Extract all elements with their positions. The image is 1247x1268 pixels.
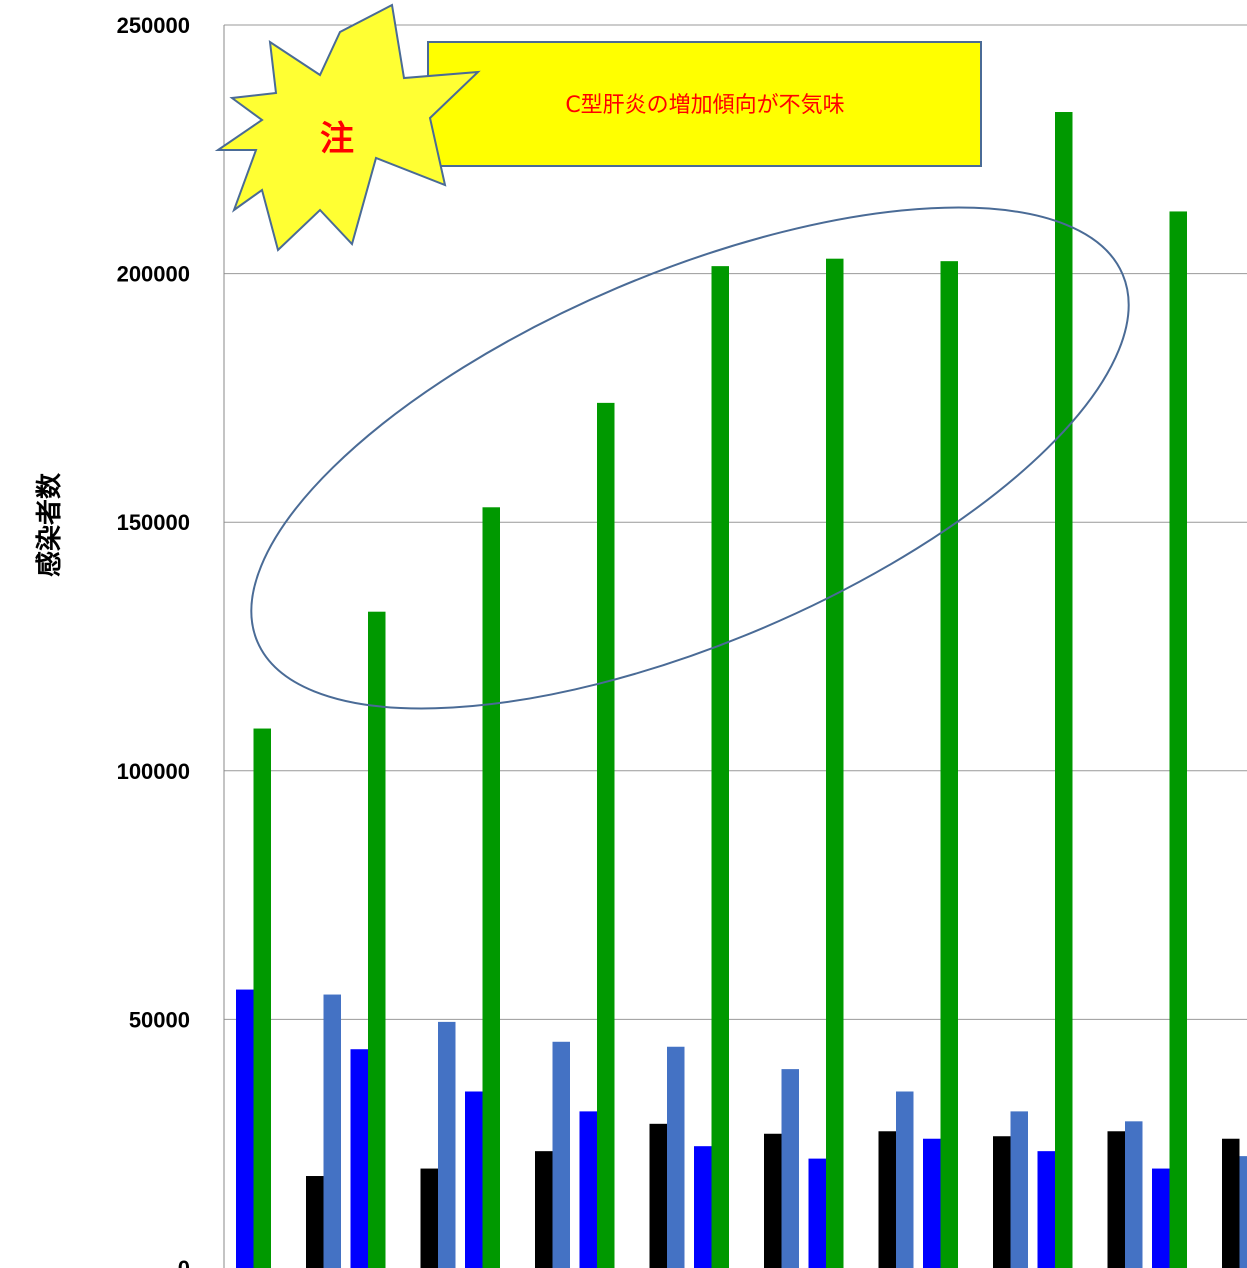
bar <box>597 402 615 1268</box>
y-axis-label: 感染者数 <box>35 472 65 577</box>
bar <box>1125 1121 1143 1268</box>
bar <box>1010 1111 1028 1268</box>
bar <box>764 1133 782 1268</box>
bar <box>878 1131 896 1268</box>
burst-icon <box>214 3 481 252</box>
bar <box>826 258 844 1268</box>
bar <box>552 1041 570 1268</box>
bar <box>465 1091 483 1268</box>
bar <box>1107 1131 1125 1268</box>
y-axis-ticks: 0 50000 100000 150000 200000 250000 <box>117 13 190 1268</box>
bar <box>323 994 341 1268</box>
y-tick-label: 150000 <box>117 510 190 535</box>
bar <box>1222 1138 1240 1268</box>
bar <box>368 611 386 1268</box>
callout-box <box>427 41 982 167</box>
bar <box>667 1046 685 1268</box>
bar <box>438 1021 456 1268</box>
bar <box>808 1158 826 1268</box>
y-tick-label: 100000 <box>117 759 190 784</box>
y-tick-label: 250000 <box>117 13 190 38</box>
bar <box>649 1123 667 1268</box>
y-tick-label: 0 <box>178 1256 190 1268</box>
bar <box>711 266 729 1268</box>
bar <box>993 1136 1011 1268</box>
bar <box>253 728 271 1268</box>
y-tick-label: 200000 <box>117 262 190 287</box>
bar <box>579 1111 597 1268</box>
bar <box>923 1138 941 1268</box>
bar <box>1037 1151 1055 1268</box>
bar <box>420 1168 438 1268</box>
bar <box>306 1176 324 1268</box>
burst-text: 注 <box>320 119 354 159</box>
bar <box>694 1146 712 1268</box>
bar <box>482 507 500 1268</box>
bar <box>896 1091 914 1268</box>
bar <box>1055 112 1073 1268</box>
trend-ellipse <box>250 206 1130 710</box>
bar <box>1239 1156 1247 1268</box>
bar <box>535 1151 553 1268</box>
bar <box>1152 1168 1170 1268</box>
bars <box>236 112 1247 1268</box>
bar <box>350 1049 368 1268</box>
bar <box>940 261 958 1268</box>
bar <box>781 1069 799 1268</box>
y-tick-label: 50000 <box>129 1007 190 1032</box>
bar <box>236 989 254 1268</box>
callout-text: C型肝炎の増加傾向が不気味 <box>565 93 844 118</box>
bar <box>1169 211 1187 1268</box>
